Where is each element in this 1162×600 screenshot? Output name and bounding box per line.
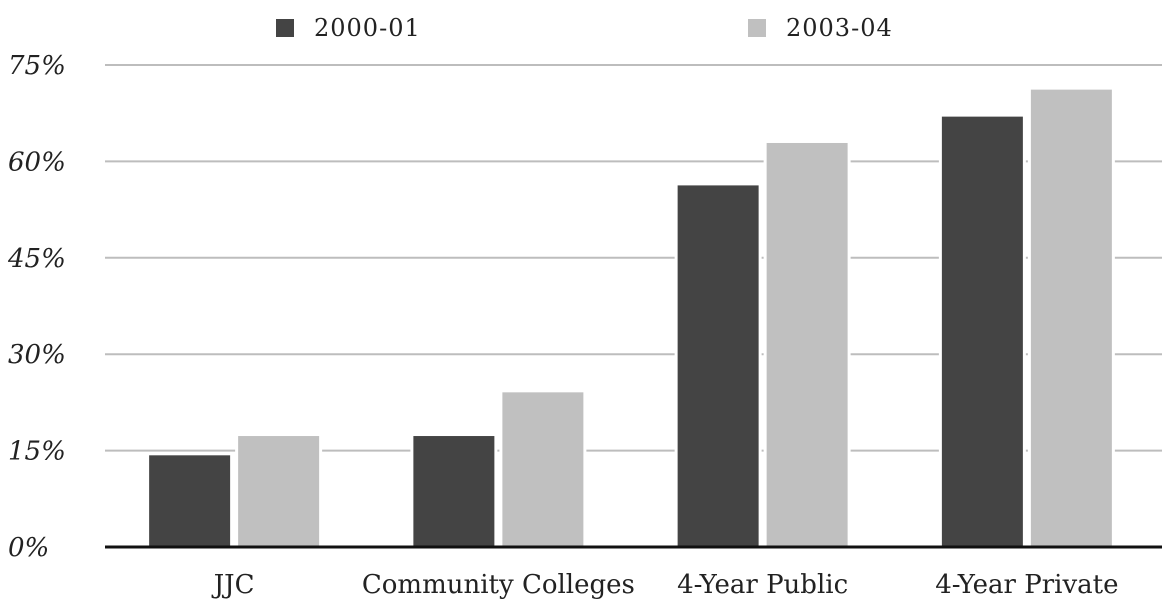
y-tick-label: 15%	[8, 437, 66, 467]
x-tick-label: Community Colleges	[362, 570, 635, 600]
bar-2003-04-4-year-private	[1027, 86, 1115, 549]
bar-2000-01-4-year-private	[938, 113, 1026, 549]
bar-2003-04-community-colleges	[499, 389, 587, 549]
y-tick-label: 0%	[8, 533, 49, 563]
x-tick-label: 4-Year Public	[677, 570, 848, 600]
bar-2000-01-jjc	[146, 452, 234, 549]
bar-2003-04-jjc	[235, 433, 323, 549]
legend-label-series-1: 2000-01	[314, 14, 421, 42]
y-tick-label: 60%	[8, 147, 66, 177]
legend-item-series-2: 2003-04	[748, 10, 893, 46]
x-tick-label: JJC	[211, 570, 255, 600]
bar-2003-04-4-year-public	[763, 139, 851, 549]
y-tick-label: 30%	[8, 340, 66, 370]
bar-2000-01-4-year-public	[674, 182, 762, 549]
legend-label-series-2: 2003-04	[786, 14, 893, 42]
legend-swatch-series-2	[748, 19, 766, 37]
x-tick-label: 4-Year Private	[935, 570, 1118, 600]
y-tick-label: 75%	[8, 51, 66, 81]
bar-2000-01-community-colleges	[410, 433, 498, 549]
legend-swatch-series-1	[276, 19, 294, 37]
legend-item-series-1: 2000-01	[276, 10, 421, 46]
legend: 2000-01 2003-04	[0, 10, 1162, 46]
y-tick-label: 45%	[7, 244, 66, 274]
